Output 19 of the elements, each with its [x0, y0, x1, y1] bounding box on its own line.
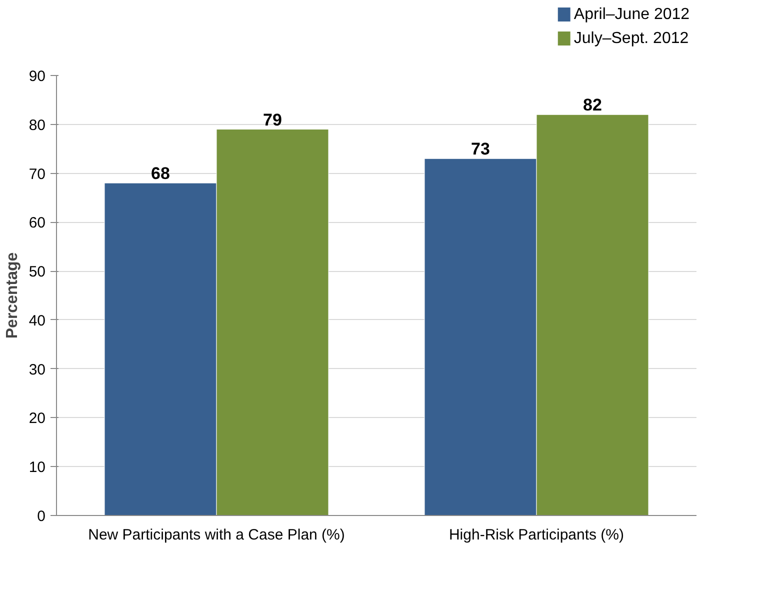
data-label: 82: [583, 96, 602, 115]
x-tick-label: High-Risk Participants (%): [448, 526, 624, 544]
y-tick-label: 70: [28, 166, 46, 183]
data-label: 79: [263, 110, 282, 130]
y-tick-label: 30: [28, 361, 46, 378]
y-tick-label: 20: [28, 410, 46, 428]
x-tick-label: New Participants with a Case Plan (%): [88, 526, 345, 544]
data-label: 68: [151, 164, 170, 184]
y-tick-label: 80: [28, 116, 46, 134]
y-tick-label: 10: [28, 459, 46, 476]
legend-label: April–June 2012: [574, 6, 690, 23]
y-tick-label: 60: [28, 214, 46, 232]
y-tick-label: 50: [28, 264, 46, 281]
y-tick-label: 40: [28, 312, 46, 330]
y-tick-label: 0: [37, 508, 46, 525]
legend-label: July–Sept. 2012: [574, 30, 689, 47]
data-label: 73: [471, 140, 490, 159]
y-axis-title: Percentage: [4, 252, 21, 339]
y-tick-label: 90: [28, 68, 46, 85]
